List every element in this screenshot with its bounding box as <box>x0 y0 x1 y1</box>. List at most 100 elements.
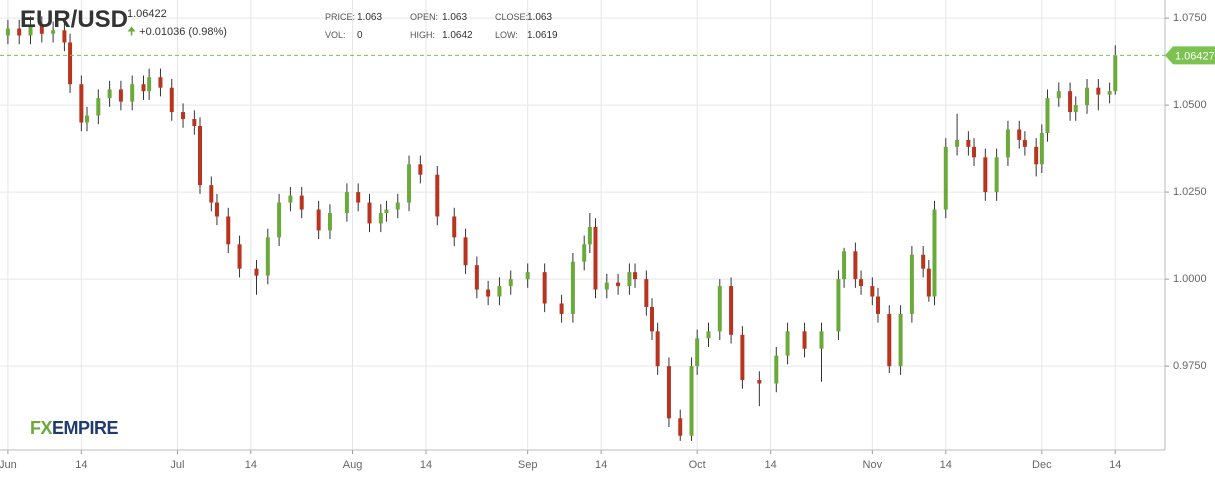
candle-body <box>678 418 683 436</box>
candle-body <box>972 146 977 158</box>
candle-body <box>757 380 762 384</box>
candle-body <box>169 87 174 113</box>
candle-body <box>5 28 10 36</box>
candle-body <box>870 286 875 297</box>
candle-body <box>237 244 242 269</box>
candle-body <box>644 279 649 307</box>
candle-body <box>525 272 530 280</box>
candle-body <box>265 237 270 276</box>
candle-body <box>85 115 90 123</box>
price: 1.06422 <box>127 8 167 20</box>
candle-body <box>158 77 163 88</box>
logo-rest: EMPIRE <box>52 418 119 438</box>
candle-body <box>1039 132 1044 165</box>
candle-body <box>994 157 999 193</box>
candle-body <box>887 313 892 367</box>
candle-body <box>486 289 491 297</box>
candle-body <box>717 286 722 332</box>
candle-body <box>689 366 694 436</box>
x-tick-label: Oct <box>689 459 706 471</box>
candle-body <box>181 112 186 120</box>
candle-body <box>604 282 609 290</box>
candle-body <box>932 209 937 297</box>
candle-body <box>107 89 112 99</box>
candle-body <box>435 174 440 217</box>
x-tick-label: Nov <box>863 459 883 471</box>
stat-value: 1.063 <box>357 12 383 23</box>
x-tick-label: 14 <box>1109 459 1121 471</box>
candle-body <box>39 25 44 34</box>
symbol: EUR/USD <box>20 6 129 33</box>
candle-body <box>666 366 671 419</box>
candle-body <box>729 286 734 335</box>
candle-body <box>1005 129 1010 158</box>
stat-label: OPEN: <box>410 12 439 22</box>
candle-body <box>209 185 214 203</box>
candle-body <box>316 209 321 231</box>
candle-body <box>17 28 22 36</box>
last-price-tag <box>1165 46 1215 65</box>
candle-body <box>649 306 654 332</box>
candle-body <box>1073 105 1078 113</box>
candle-body <box>582 244 587 262</box>
x-tick-label: Dec <box>1032 459 1052 471</box>
candle-body <box>593 226 598 290</box>
candle-body <box>418 164 423 175</box>
candle-body <box>147 77 152 92</box>
y-tick-label: 0.9750 <box>1173 360 1207 372</box>
candle-body <box>853 251 858 280</box>
candle-body <box>463 237 468 266</box>
candle-body <box>570 261 575 314</box>
candle-body <box>378 212 383 224</box>
candle-body <box>859 279 864 287</box>
candle-body <box>1022 139 1027 147</box>
candle-body <box>1113 55 1118 92</box>
candle-body <box>130 84 135 102</box>
x-tick-label: 14 <box>940 459 952 471</box>
candle-body <box>508 279 513 287</box>
candle-body <box>28 25 33 36</box>
change: +0.01036 (0.98%) <box>139 26 227 38</box>
candle-body <box>842 251 847 280</box>
up-arrow: 🠉 <box>127 26 137 38</box>
candle-body <box>1096 87 1101 95</box>
candle-body <box>118 89 123 102</box>
stat-label: PRICE: <box>325 12 356 22</box>
candle-body <box>344 192 349 213</box>
candle-body <box>1085 87 1090 106</box>
stat-label: CLOSE: <box>495 12 529 22</box>
candle-body <box>395 202 400 210</box>
candle-body <box>909 254 914 314</box>
candle-body <box>327 212 332 231</box>
candle-body <box>633 272 638 280</box>
candle-body <box>921 254 926 269</box>
candle-body <box>79 84 84 123</box>
x-tick-label: Aug <box>343 459 363 471</box>
candle-body <box>1017 129 1022 140</box>
candle-body <box>943 146 948 210</box>
x-tick-label: 14 <box>420 459 432 471</box>
stat-value: 0 <box>357 30 363 41</box>
y-tick-label: 1.0000 <box>1173 273 1207 285</box>
candle-body <box>51 30 56 34</box>
candle-body <box>62 30 67 43</box>
candle-body <box>836 279 841 332</box>
logo: FXEMPIRE <box>30 418 119 439</box>
stat-label: LOW: <box>495 30 518 40</box>
candle-body <box>802 331 807 349</box>
candle-body <box>559 303 564 314</box>
candle-body <box>96 98 101 116</box>
candle-body <box>1045 98 1050 133</box>
candle-body <box>198 125 203 186</box>
candle-body <box>983 157 988 193</box>
candle-body <box>1056 91 1061 99</box>
candle-body <box>542 272 547 304</box>
candle-body <box>214 202 219 217</box>
candle-body <box>497 286 502 297</box>
x-tick-label: 14 <box>245 459 257 471</box>
x-tick-label: Sep <box>518 459 538 471</box>
x-tick-label: 14 <box>75 459 87 471</box>
candle-body <box>141 84 146 92</box>
candle-body <box>254 268 259 276</box>
